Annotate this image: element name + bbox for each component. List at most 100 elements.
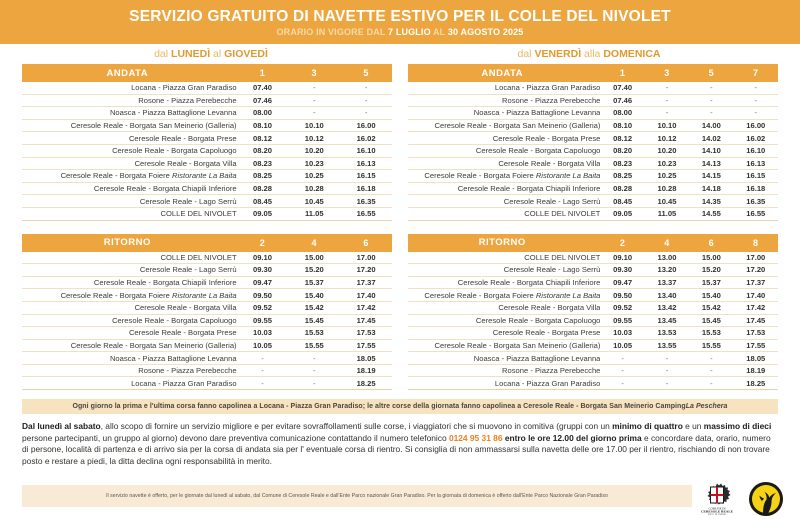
departure-time-cell: 17.40 <box>733 288 778 302</box>
no-service-cell: - <box>644 94 690 108</box>
run-number-header: 6 <box>689 233 734 252</box>
no-service-cell: - <box>236 364 289 378</box>
departure-time-cell: 14.55 <box>689 207 734 221</box>
departure-time-cell: 15.42 <box>288 301 341 315</box>
run-number-header: 4 <box>288 233 341 252</box>
stop-name: Ceresole Reale - Lago Serrù <box>408 194 601 208</box>
departure-time-cell: 11.05 <box>644 207 690 221</box>
day-label-weekday: dal LUNEDÌ al GIOVEDÌ <box>22 48 400 60</box>
departure-time-cell: 11.05 <box>288 207 341 221</box>
departure-time-cell: 09.50 <box>600 288 645 302</box>
stop-name: Ceresole Reale - Borgata Villa <box>408 157 601 171</box>
table-row: Ceresole Reale - Borgata Chiapili Inferi… <box>408 182 778 196</box>
departure-time-cell: 16.02 <box>340 131 392 145</box>
stop-name: Ceresole Reale - Borgata Chiapili Inferi… <box>22 182 237 196</box>
departure-time-cell: 15.42 <box>689 301 734 315</box>
departure-time-cell: 16.15 <box>733 169 778 183</box>
departure-time-cell: 10.12 <box>288 131 341 145</box>
stop-name: Ceresole Reale - Borgata San Meinerio (G… <box>22 119 237 133</box>
departure-time-cell: 09.55 <box>236 314 289 328</box>
stop-name-venue: Ristorante La Baita <box>172 171 237 181</box>
stop-name: COLLE DEL NIVOLET <box>22 207 237 221</box>
notice-bold-max: massimo di dieci <box>703 421 772 432</box>
notice-text-1: , allo scopo di fornire un servizio migl… <box>100 421 613 432</box>
stop-name-venue: Ristorante La Baita <box>535 171 601 181</box>
departure-time-cell: 10.05 <box>236 339 289 353</box>
table-row: Ceresole Reale - Borgata Capoluogo 09.55 1… <box>22 314 392 328</box>
no-service-cell: - <box>340 106 392 120</box>
run-number-header: 5 <box>689 64 734 82</box>
notice-bold-min: minimo di quattro <box>612 421 683 432</box>
subtitle-start-date: 7 LUGLIO <box>388 27 431 37</box>
departure-time-cell: 08.25 <box>236 169 289 183</box>
departure-time-cell: 17.55 <box>733 339 778 353</box>
stop-name: Ceresole Reale - Borgata Capoluogo <box>22 314 237 328</box>
stop-name: Rosone - Piazza Perebecche <box>408 94 601 108</box>
no-service-cell: - <box>689 106 734 120</box>
day-group-labels: dal LUNEDÌ al GIOVEDÌ dal VENERDÌ alla D… <box>0 44 800 64</box>
departure-time-cell: 16.02 <box>733 131 778 145</box>
day-right-to: DOMENICA <box>603 48 661 60</box>
departure-time-cell: 08.20 <box>236 144 289 158</box>
direction-label: ANDATA <box>408 64 601 82</box>
table-row: Ceresole Reale - Borgata Villa 08.23 10.23… <box>408 157 778 171</box>
no-service-cell: - <box>644 82 690 95</box>
departure-time-cell: 10.28 <box>644 182 690 196</box>
stop-name: Ceresole Reale - Borgata Capoluogo <box>408 144 601 158</box>
stop-name-venue: Ristorante La Baita <box>172 290 237 300</box>
table-row: Ceresole Reale - Lago Serrù 09.30 13.20 15.… <box>408 263 778 277</box>
departure-time-cell: 18.25 <box>733 376 778 391</box>
direction-label: RITORNO <box>22 233 237 252</box>
andata-weekend-column: ANDATA 1 3 5 7 Locana - Piazza Gran Paradiso 0… <box>408 64 778 221</box>
phone-number[interactable]: 0124 95 31 86 <box>448 432 503 443</box>
departure-time-cell: 17.42 <box>340 301 392 315</box>
stop-name-venue: Ristorante La Baita <box>535 290 601 300</box>
stop-name: Ceresole Reale - Borgata Foiere Ristoran… <box>408 169 601 183</box>
run-number-header: 1 <box>600 64 645 82</box>
table-row: Ceresole Reale - Borgata Chiapili Inferi… <box>22 182 392 196</box>
table-row: Ceresole Reale - Borgata Prese 08.12 10.12… <box>408 131 778 145</box>
no-service-cell: - <box>288 94 341 108</box>
day-left-pre: dal <box>154 48 172 60</box>
table-row: Locana - Piazza Gran Paradiso - - -18.25 <box>408 376 778 391</box>
no-service-cell: - <box>644 376 690 391</box>
departure-time-cell: 08.12 <box>236 131 289 145</box>
no-service-cell: - <box>689 376 734 391</box>
no-service-cell: - <box>288 106 341 120</box>
departure-time-cell: 14.35 <box>689 194 734 208</box>
footer-credit-bar: Il servizio navette è offerto, per le gi… <box>22 485 692 507</box>
departure-time-cell: 16.35 <box>733 194 778 208</box>
departure-time-cell: 14.15 <box>689 169 734 183</box>
no-service-cell: - <box>689 351 734 365</box>
table-row: Rosone - Piazza Perebecche 07.46- - <box>22 94 392 108</box>
departure-time-cell: 18.05 <box>340 351 392 365</box>
no-service-cell: - <box>689 94 734 108</box>
day-label-weekend: dal VENERDÌ alla DOMENICA <box>400 48 778 60</box>
departure-time-cell: 16.18 <box>733 182 778 196</box>
day-right-pre: dal <box>517 48 535 60</box>
departure-time-cell: 16.18 <box>340 182 392 196</box>
table-row: Ceresole Reale - Borgata Prese 08.12 10.12… <box>22 131 392 145</box>
ritorno-weekend-column: RITORNO 2 4 6 8 COLLE DEL NIVOLET 09.10 13.00 15… <box>408 233 778 391</box>
terminus-note-bar: Ogni giorno la prima e l'ultima corsa fa… <box>22 399 778 415</box>
departure-time-cell: 10.10 <box>644 119 690 133</box>
departure-time-cell: 13.55 <box>644 339 690 353</box>
departure-time-cell: 15.00 <box>288 251 341 265</box>
run-number-header: 4 <box>644 233 690 252</box>
stop-name: Ceresole Reale - Borgata Foiere Ristoran… <box>22 288 237 302</box>
stop-name: COLLE DEL NIVOLET <box>408 251 601 265</box>
stop-name: Rosone - Piazza Perebecche <box>22 364 237 378</box>
page-title: SERVIZIO GRATUITO DI NAVETTE ESTIVO PER … <box>129 8 671 25</box>
departure-time-cell: 09.10 <box>236 251 289 265</box>
departure-time-cell: 08.45 <box>600 194 645 208</box>
timetable-andata-weekday: ANDATA 1 3 5 Locana - Piazza Gran Paradiso 07… <box>22 64 392 221</box>
no-service-cell: - <box>288 364 341 378</box>
departure-time-cell: 09.55 <box>600 314 645 328</box>
table-row: Ceresole Reale - Lago Serrù 09.30 15.20 17.… <box>22 263 392 277</box>
table-row: Ceresole Reale - Borgata Chiapili Inferi… <box>22 276 392 290</box>
stop-name: Ceresole Reale - Borgata Capoluogo <box>22 144 237 158</box>
subtitle-end-date: 30 AGOSTO 2025 <box>447 27 524 37</box>
departure-time-cell: 16.13 <box>733 157 778 171</box>
validity-subtitle: ORARIO IN VIGORE DAL 7 LUGLIO AL 30 AGOS… <box>277 27 524 38</box>
departure-time-cell: 08.00 <box>600 106 645 120</box>
